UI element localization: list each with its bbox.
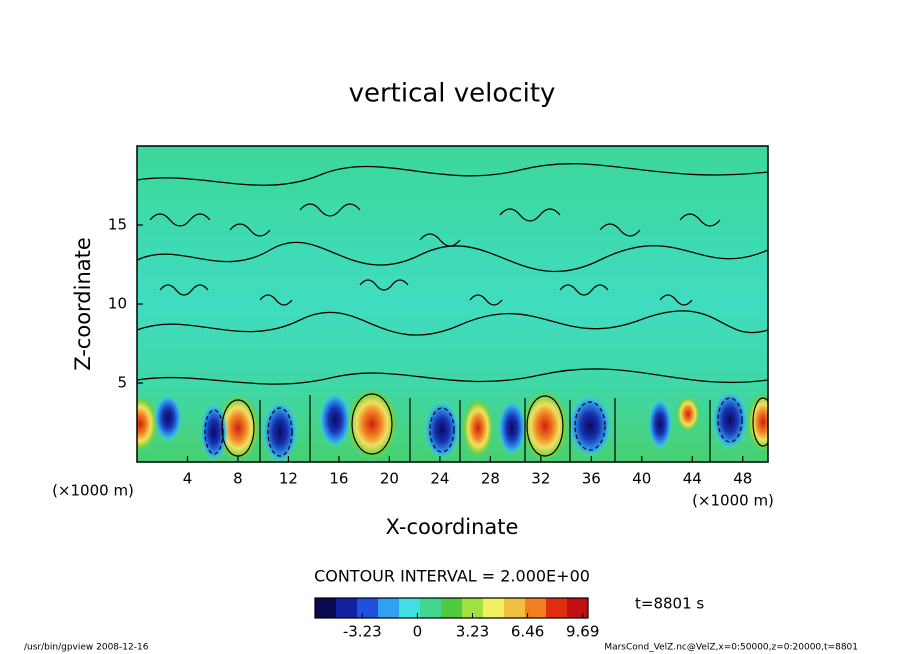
x-tick-label: 4 bbox=[183, 470, 193, 488]
x-tick-label: 28 bbox=[481, 470, 500, 488]
colorbar-swatch bbox=[525, 598, 547, 618]
colorbar-swatch bbox=[336, 598, 358, 618]
y-tick-label: 10 bbox=[108, 295, 127, 313]
y-unit-label: (×1000 m) bbox=[52, 482, 134, 500]
x-tick-label: 48 bbox=[733, 470, 752, 488]
contour-field bbox=[137, 146, 768, 462]
time-label: t=8801 s bbox=[635, 595, 704, 613]
colorbar-swatch bbox=[504, 598, 526, 618]
colorbar-swatch bbox=[483, 598, 505, 618]
x-tick-label: 32 bbox=[531, 470, 550, 488]
colorbar-tick-label: 0 bbox=[413, 623, 423, 641]
footer-left: /usr/bin/gpview 2008-12-16 bbox=[24, 643, 149, 653]
colorbar-swatch bbox=[420, 598, 442, 618]
colorbar-swatch bbox=[357, 598, 379, 618]
y-axis-label: Z-coordinate bbox=[71, 237, 95, 371]
colorbar-tick-label: 9.69 bbox=[566, 623, 599, 641]
y-tick-label: 15 bbox=[108, 216, 127, 234]
footer-right: MarsCond_VelZ.nc@VelZ,x=0:50000,z=0:2000… bbox=[604, 643, 858, 653]
colorbar-tick-label: -3.23 bbox=[343, 623, 382, 641]
contour-interval: CONTOUR INTERVAL = 2.000E+00 bbox=[314, 567, 590, 586]
colorbar-swatch bbox=[546, 598, 568, 618]
y-tick-label: 5 bbox=[117, 374, 127, 392]
x-tick-label: 40 bbox=[632, 470, 651, 488]
colorbar-swatch bbox=[462, 598, 484, 618]
colorbar-swatch bbox=[315, 598, 337, 618]
colorbar-swatch bbox=[567, 598, 589, 618]
colorbar-tick-label: 3.23 bbox=[456, 623, 489, 641]
colorbar-frame bbox=[314, 597, 589, 619]
x-tick-label: 36 bbox=[582, 470, 601, 488]
colorbar-swatch bbox=[378, 598, 400, 618]
x-tick-label: 8 bbox=[233, 470, 243, 488]
x-axis-label: X-coordinate bbox=[386, 515, 519, 539]
x-unit-label: (×1000 m) bbox=[692, 492, 774, 510]
x-tick-label: 16 bbox=[329, 470, 348, 488]
x-tick-label: 12 bbox=[279, 470, 298, 488]
chart-title: vertical velocity bbox=[349, 79, 556, 109]
colorbar-swatch bbox=[399, 598, 421, 618]
colorbar-tick-label: 6.46 bbox=[511, 623, 544, 641]
colorbar-swatch bbox=[441, 598, 463, 618]
x-tick-label: 44 bbox=[683, 470, 702, 488]
x-tick-label: 20 bbox=[380, 470, 399, 488]
x-tick-label: 24 bbox=[430, 470, 449, 488]
